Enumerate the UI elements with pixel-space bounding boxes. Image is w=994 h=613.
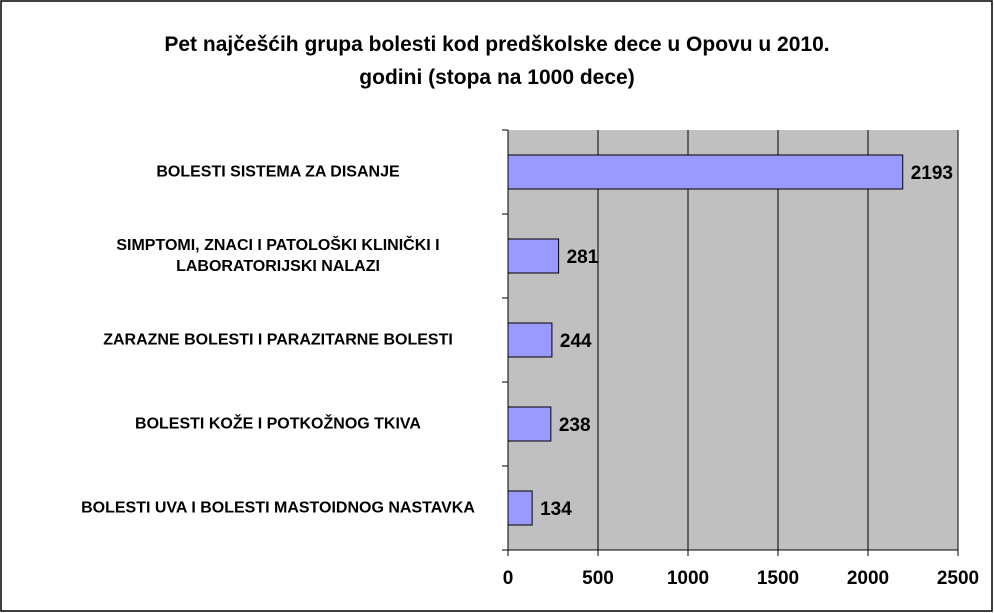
x-tick-label: 2500 — [937, 568, 979, 589]
value-label: 2193 — [911, 163, 953, 184]
plot-area — [508, 130, 958, 550]
x-tick-label: 1000 — [667, 568, 709, 589]
value-label: 244 — [560, 331, 592, 352]
bar — [507, 322, 553, 358]
value-label: 281 — [567, 247, 599, 268]
y-tick-label: SIMPTOMI, ZNACI I PATOLOŠKI KLINIČKI I L… — [116, 237, 440, 275]
x-tick-label: 500 — [582, 568, 614, 589]
y-tick-label: BOLESTI KOŽE I POTKOŽNOG TKIVA — [135, 415, 421, 433]
value-label: 134 — [540, 499, 572, 520]
bar — [507, 238, 560, 274]
x-tick-label: 0 — [503, 568, 514, 589]
y-tick-label: BOLESTI SISTEMA ZA DISANJE — [156, 163, 400, 181]
bar — [507, 154, 904, 190]
bar — [507, 490, 533, 526]
y-tick-label: ZARAZNE BOLESTI I PARAZITARNE BOLESTI — [103, 331, 453, 349]
x-tick-label: 2000 — [847, 568, 889, 589]
value-label: 238 — [559, 415, 591, 436]
y-tick-label: BOLESTI UVA I BOLESTI MASTOIDNOG NASTAVK… — [81, 499, 475, 517]
x-tick-label: 1500 — [757, 568, 799, 589]
bar — [507, 406, 552, 442]
chart-title: Pet najčešćih grupa bolesti kod predškol… — [164, 33, 830, 89]
